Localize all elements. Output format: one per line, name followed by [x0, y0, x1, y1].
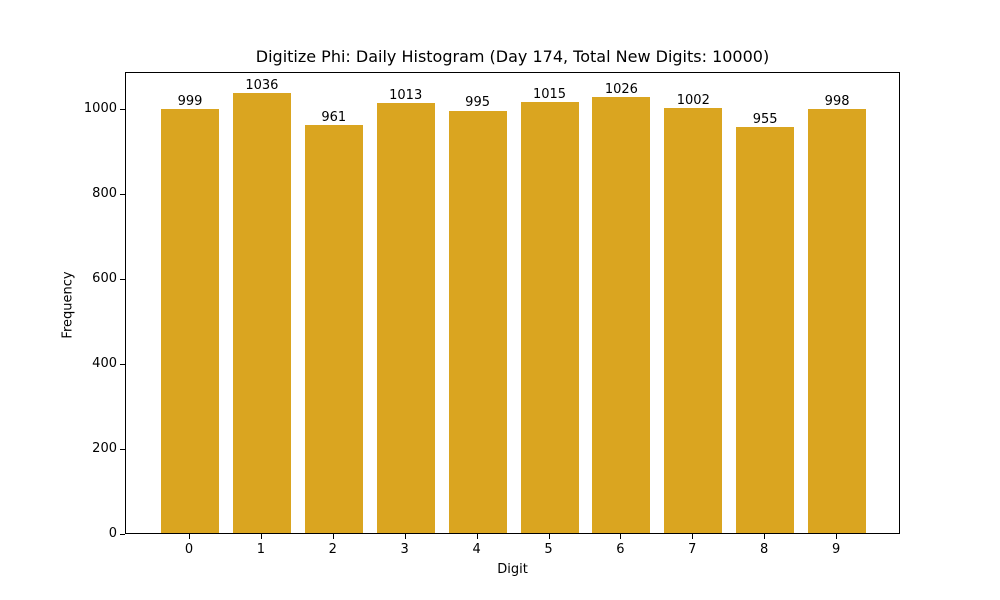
x-tick-label: 9: [831, 542, 841, 557]
x-tick: [476, 534, 478, 539]
x-tick: [692, 534, 694, 539]
x-axis-label: Digit: [497, 562, 528, 577]
bar-value-label: 1013: [389, 87, 423, 103]
bar-value-label: 998: [824, 94, 850, 110]
y-tick: [120, 279, 125, 281]
bar-digit-0: [161, 108, 219, 533]
y-tick: [120, 109, 125, 111]
bar-digit-7: [664, 107, 723, 533]
x-tick: [332, 534, 334, 539]
bar-digit-5: [520, 102, 579, 533]
bar-value-label: 999: [177, 93, 203, 109]
bar-value-label: 955: [752, 112, 778, 128]
x-tick-label: 2: [328, 542, 337, 557]
y-tick-label: 800: [92, 186, 117, 202]
x-tick-label: 5: [544, 542, 553, 557]
x-tick: [260, 534, 262, 539]
x-tick: [189, 534, 190, 539]
y-tick: [120, 534, 125, 535]
x-tick-label: 1: [256, 542, 266, 557]
bar-value-label: 995: [465, 95, 490, 111]
bar-value-label: 1026: [604, 82, 638, 98]
x-tick-label: 7: [688, 542, 697, 557]
x-tick: [620, 534, 622, 539]
x-tick-label: 3: [400, 542, 409, 557]
y-tick-label: 0: [108, 526, 117, 541]
x-tick-label: 8: [760, 542, 769, 557]
y-tick-label: 400: [92, 356, 117, 372]
y-tick: [120, 364, 125, 366]
y-tick-label: 600: [92, 271, 117, 287]
y-tick-label: 200: [92, 441, 117, 457]
bar-value-label: 1002: [676, 92, 710, 108]
plot-area: 999 1036 961 1013 995 1015 1026 1002 955 998: [125, 72, 900, 534]
x-tick: [404, 534, 406, 539]
x-tick: [764, 534, 766, 539]
bar-digit-8: [736, 127, 795, 533]
bar-digit-1: [232, 93, 291, 533]
y-tick: [120, 194, 125, 196]
bar-value-label: 1015: [532, 86, 567, 102]
y-tick: [120, 449, 125, 451]
bar-digit-2: [304, 124, 363, 533]
chart-title: Digitize Phi: Daily Histogram (Day 174, …: [255, 47, 770, 66]
bar-value-label: 961: [321, 109, 347, 125]
x-tick: [548, 534, 550, 539]
bar-digit-6: [592, 97, 651, 533]
x-tick: [836, 534, 838, 539]
x-tick-label: 0: [184, 542, 194, 557]
bar-digit-4: [448, 110, 507, 533]
y-tick-label: 1000: [83, 101, 117, 117]
x-tick-label: 4: [472, 542, 481, 557]
bar-digit-3: [376, 102, 435, 533]
bar-digit-9: [808, 109, 867, 533]
x-tick-label: 6: [616, 542, 625, 557]
bar-value-label: 1036: [245, 78, 279, 94]
